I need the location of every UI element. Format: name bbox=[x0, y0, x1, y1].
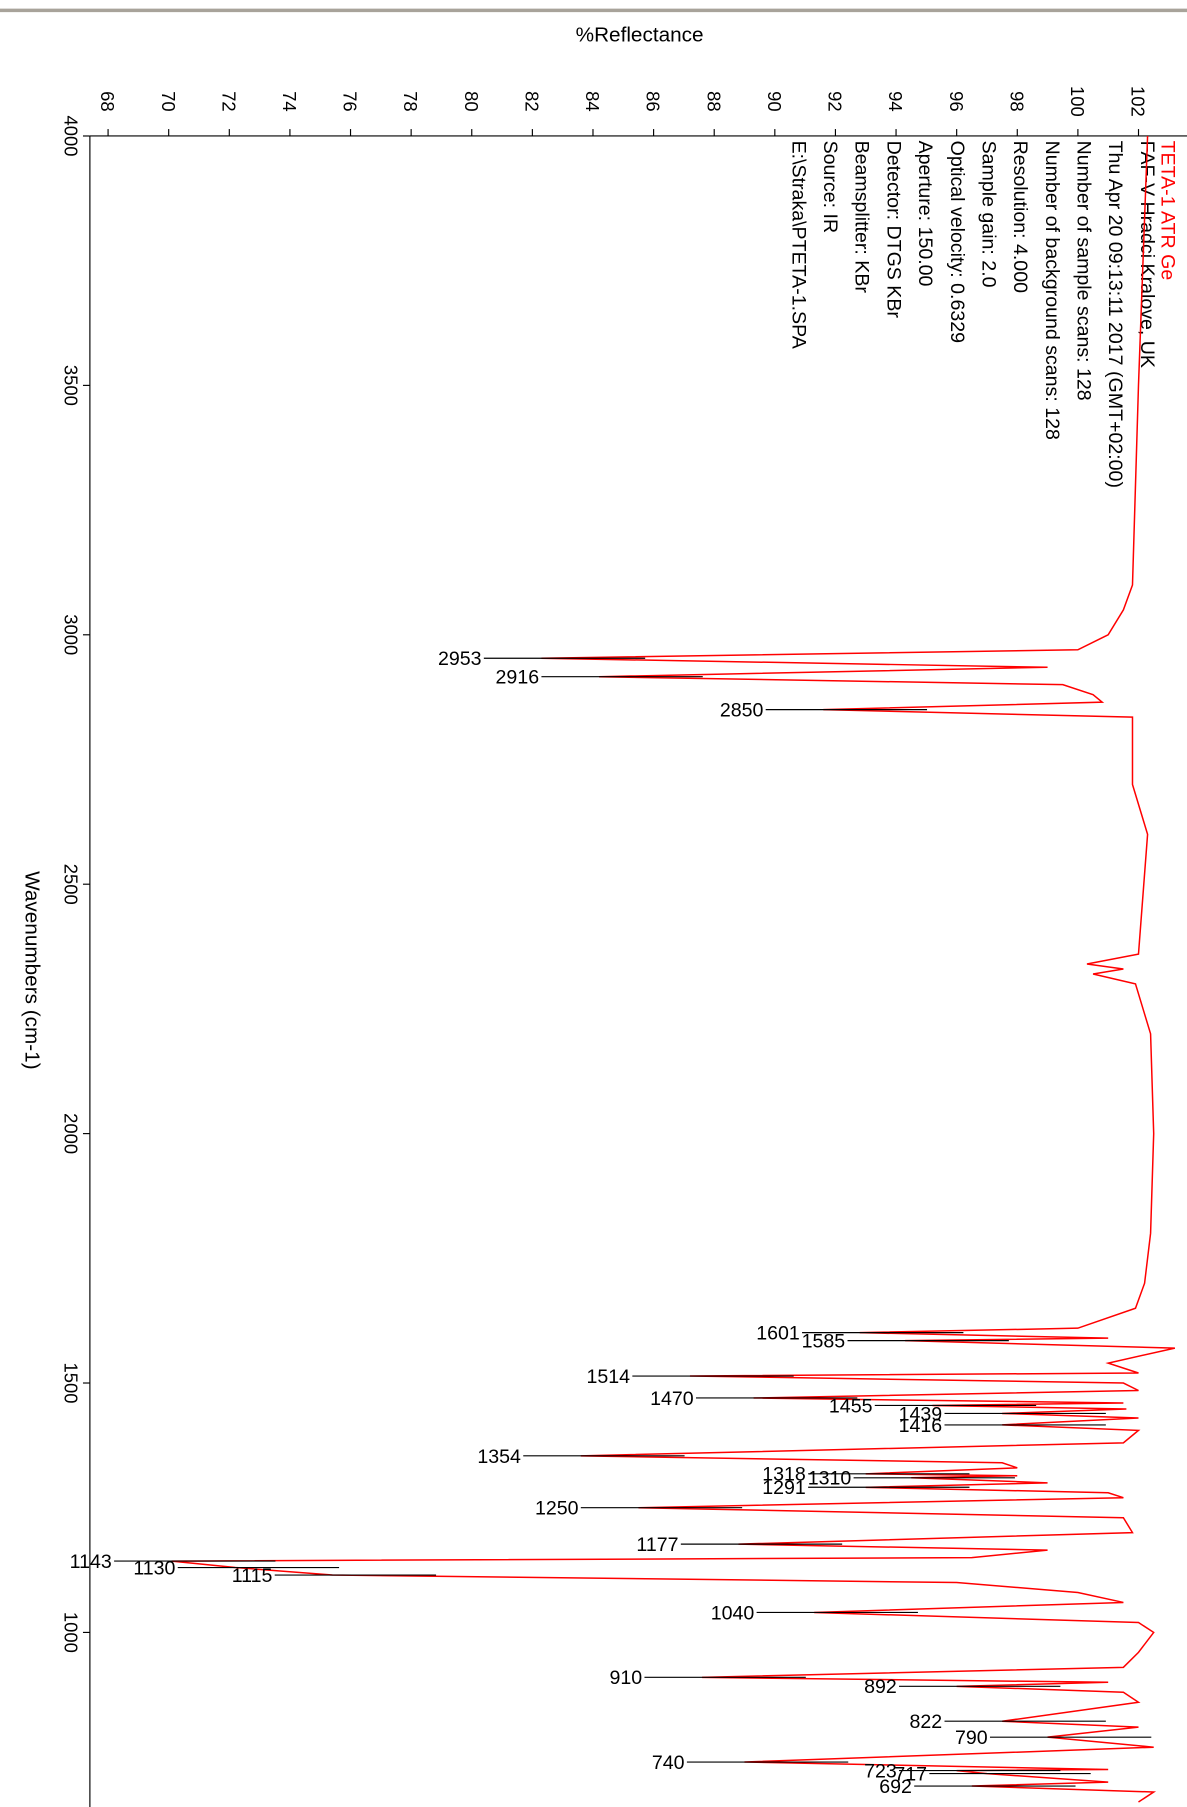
peak-label: 1040 bbox=[711, 1602, 755, 1624]
peak-label: 790 bbox=[955, 1727, 988, 1749]
y-tick-label: 90 bbox=[764, 91, 785, 112]
y-tick-label: 100 bbox=[1067, 86, 1088, 117]
y-tick-label: 88 bbox=[703, 91, 724, 112]
peak-label: 1291 bbox=[762, 1477, 806, 1499]
peak-label: 1130 bbox=[133, 1557, 175, 1579]
y-tick-label: 80 bbox=[461, 91, 482, 112]
peak-label: 1143 bbox=[70, 1551, 112, 1573]
y-tick-label: 92 bbox=[825, 91, 846, 112]
peak-label: 892 bbox=[864, 1676, 897, 1698]
peak-label: 1439 bbox=[899, 1403, 943, 1425]
y-tick-label: 86 bbox=[643, 91, 664, 112]
y-tick-label: 68 bbox=[97, 91, 118, 112]
peak-label: 2850 bbox=[720, 700, 764, 722]
info-line: E:\Straka\PTETA-1.SPA bbox=[787, 141, 809, 350]
peak-label: 1354 bbox=[477, 1446, 521, 1468]
y-tick-label: 72 bbox=[218, 91, 239, 112]
y-tick-label: 82 bbox=[521, 91, 542, 112]
info-line: Source: IR bbox=[819, 141, 841, 234]
peak-label: 1416 bbox=[899, 1415, 943, 1437]
peak-label: 1250 bbox=[535, 1498, 579, 1520]
y-axis-title: %Reflectance bbox=[576, 23, 704, 46]
y-tick-label: 76 bbox=[340, 91, 361, 112]
y-tick-label: 94 bbox=[885, 91, 906, 112]
peak-label: 717 bbox=[894, 1763, 927, 1785]
peak-label: 910 bbox=[609, 1667, 642, 1689]
spectrum-line bbox=[171, 135, 1176, 1803]
info-line: Detector: DTGS KBr bbox=[882, 141, 904, 319]
info-line: Aperture: 150.00 bbox=[914, 141, 936, 287]
info-line: Resolution: 4.000 bbox=[1009, 141, 1031, 293]
x-tick-label: 3000 bbox=[61, 614, 82, 655]
info-line: Beamsplitter: KBr bbox=[851, 141, 873, 294]
peak-label: 1318 bbox=[762, 1464, 806, 1486]
x-tick-label: 4000 bbox=[61, 115, 82, 156]
peak-label: 1585 bbox=[802, 1331, 846, 1353]
x-tick-label: 3500 bbox=[61, 365, 82, 406]
y-tick-label: 70 bbox=[158, 91, 179, 112]
y-tick-label: 74 bbox=[279, 91, 300, 112]
y-tick-label: 98 bbox=[1006, 91, 1027, 112]
y-tick-label: 102 bbox=[1128, 86, 1149, 117]
info-line: Optical velocity: 0.6329 bbox=[946, 141, 968, 343]
info-line: Number of background scans: 128 bbox=[1041, 141, 1063, 440]
sample-title: TETA-1 ATR Ge bbox=[1157, 141, 1179, 281]
peak-label: 740 bbox=[652, 1752, 685, 1774]
peak-label: 1470 bbox=[650, 1388, 694, 1410]
peak-label: 1115 bbox=[232, 1565, 273, 1587]
x-tick-label: 1500 bbox=[61, 1363, 82, 1404]
y-tick-label: 96 bbox=[946, 91, 967, 112]
peak-label: 723 bbox=[864, 1761, 897, 1783]
x-axis-title: Wavenumbers (cm-1) bbox=[20, 871, 43, 1070]
y-tick-label: 84 bbox=[582, 91, 603, 112]
peak-label: 2953 bbox=[438, 648, 482, 670]
info-line: Sample gain: 2.0 bbox=[977, 141, 999, 288]
x-tick-label: 2000 bbox=[61, 1113, 82, 1154]
peak-label: 1455 bbox=[829, 1395, 873, 1417]
peak-label: 1601 bbox=[756, 1323, 800, 1345]
x-tick-label: 1000 bbox=[61, 1612, 82, 1653]
peak-label: 822 bbox=[910, 1711, 943, 1733]
info-line: Thu Apr 20 09:13:11 2017 (GMT+02:00) bbox=[1104, 141, 1126, 488]
peak-label: 2916 bbox=[496, 667, 540, 689]
peak-label: 1514 bbox=[586, 1366, 630, 1388]
peak-label: 692 bbox=[879, 1776, 912, 1798]
y-tick-label: 78 bbox=[400, 91, 421, 112]
info-line: Number of sample scans: 128 bbox=[1073, 141, 1095, 401]
peak-label: 1177 bbox=[636, 1534, 678, 1556]
x-tick-label: 2500 bbox=[61, 864, 82, 905]
peak-label: 1310 bbox=[808, 1468, 852, 1490]
